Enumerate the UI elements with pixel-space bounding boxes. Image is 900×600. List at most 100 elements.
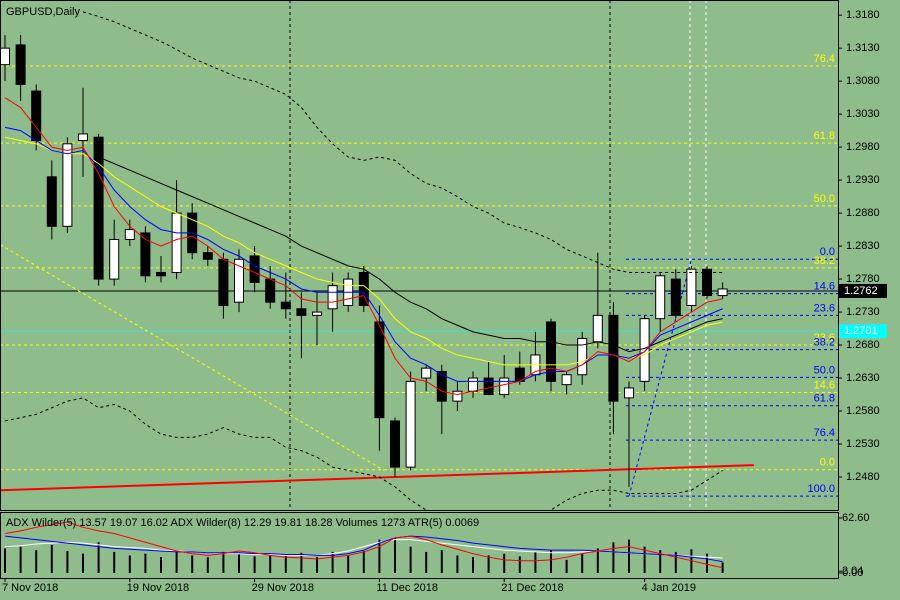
last-price-box bbox=[839, 283, 887, 298]
y-tick-label: 1.2680 bbox=[846, 339, 880, 351]
candle-body bbox=[655, 275, 666, 320]
y-tick-label: 1.3080 bbox=[846, 75, 880, 87]
last-price-label: 1.2762 bbox=[844, 285, 878, 297]
fib-label: 14.6 bbox=[814, 379, 835, 391]
y-tick-label: 1.3130 bbox=[846, 42, 880, 54]
candle-body bbox=[608, 314, 619, 402]
candle-body bbox=[62, 143, 73, 227]
candle-body bbox=[624, 387, 634, 399]
candle-body bbox=[639, 318, 650, 382]
candle-body bbox=[202, 252, 213, 260]
candle-body bbox=[31, 90, 42, 142]
y-tick-label: 1.2480 bbox=[846, 471, 880, 483]
x-tick-label: 29 Nov 2018 bbox=[252, 582, 314, 594]
indicator-line bbox=[4, 521, 723, 569]
fib-label: 61.8 bbox=[814, 393, 835, 405]
candle-body bbox=[46, 176, 57, 227]
candle-body bbox=[374, 321, 385, 419]
indicator-title: ADX Wilder(5) 13.57 19.07 16.02 ADX Wild… bbox=[6, 517, 479, 529]
candle-body bbox=[452, 390, 463, 402]
fib-label: 23.6 bbox=[814, 332, 835, 344]
candle-body bbox=[390, 420, 400, 468]
indicator-plot bbox=[4, 521, 724, 573]
candle-body bbox=[483, 377, 494, 396]
y-tick-label: 62.60 bbox=[842, 512, 870, 524]
y-tick-label: 1.3030 bbox=[846, 108, 880, 120]
candle-body bbox=[249, 255, 260, 283]
y-tick-label: 1.2780 bbox=[846, 273, 880, 285]
y-tick-label: 1.2730 bbox=[846, 306, 880, 318]
y-tick-label: 1.2630 bbox=[846, 372, 880, 384]
candle-body bbox=[702, 268, 712, 297]
trendline bbox=[0, 464, 754, 492]
fib-label: 0.0 bbox=[820, 457, 835, 469]
candle-body bbox=[421, 367, 432, 379]
candle-body bbox=[156, 271, 166, 277]
indicator-frame bbox=[0, 512, 839, 579]
candle-body bbox=[312, 311, 322, 316]
y-tick-label: 1.2930 bbox=[846, 174, 880, 186]
candle-body bbox=[546, 321, 556, 382]
chart-title: GBPUSD,Daily bbox=[6, 6, 80, 18]
candle-body bbox=[561, 374, 572, 386]
y-tick-label: 1.2580 bbox=[846, 405, 880, 417]
candle-body bbox=[109, 238, 120, 280]
y-tick-label: 1.2830 bbox=[846, 240, 880, 252]
candle-body bbox=[296, 308, 307, 316]
fib-label: 0.0 bbox=[820, 246, 835, 258]
fib-label: 14.6 bbox=[814, 281, 835, 293]
fib-label: 38.2 bbox=[814, 337, 835, 349]
fib-label: 23.6 bbox=[814, 302, 835, 314]
candle-body bbox=[124, 229, 135, 240]
candle-body bbox=[171, 212, 182, 273]
fib-label: 76.4 bbox=[814, 53, 835, 65]
y-tick-label: 1.2530 bbox=[846, 438, 880, 450]
candle-body bbox=[670, 278, 681, 316]
x-tick-label: 21 Dec 2018 bbox=[501, 582, 563, 594]
x-tick-label: 11 Dec 2018 bbox=[376, 582, 438, 594]
candle-body bbox=[265, 278, 276, 303]
trendline bbox=[628, 259, 692, 497]
candle-body bbox=[436, 370, 447, 402]
y-tick-label: 0.00 bbox=[842, 567, 863, 579]
moving-average bbox=[4, 397, 723, 510]
candle-body bbox=[0, 47, 10, 66]
fib-label: 38.2 bbox=[814, 255, 835, 267]
main-frame bbox=[0, 0, 839, 511]
x-tick-label: 7 Nov 2018 bbox=[2, 582, 58, 594]
y-tick-label: 1.2980 bbox=[846, 141, 880, 153]
candle-body bbox=[93, 136, 104, 280]
x-tick-label: 4 Jan 2019 bbox=[642, 582, 696, 594]
candle-body bbox=[499, 377, 510, 396]
trendline bbox=[0, 244, 385, 471]
candle-body bbox=[686, 268, 697, 306]
candle-body bbox=[327, 285, 338, 310]
candle-body bbox=[280, 301, 291, 310]
marker-price-box bbox=[839, 324, 887, 339]
moving-average bbox=[82, 11, 723, 273]
y-tick-label: 1.3180 bbox=[846, 9, 880, 21]
candle-body bbox=[577, 337, 588, 376]
candle-body bbox=[592, 314, 603, 343]
candle-body bbox=[468, 377, 478, 392]
moving-average bbox=[4, 97, 723, 396]
y-tick-label: 1.2880 bbox=[846, 207, 880, 219]
fib-label: 100.0 bbox=[807, 483, 835, 495]
y-tick-label: 2.04 bbox=[842, 565, 863, 577]
candle-body bbox=[78, 133, 88, 142]
marker-price-label: 1.2701 bbox=[844, 325, 878, 337]
candle-body bbox=[234, 258, 244, 303]
candle-body bbox=[717, 288, 728, 297]
main-plot bbox=[0, 0, 838, 510]
candle-body bbox=[218, 258, 229, 306]
candle-body bbox=[140, 232, 151, 277]
candle-body bbox=[15, 44, 26, 85]
fib-label: 61.8 bbox=[814, 130, 835, 142]
moving-average bbox=[4, 126, 723, 382]
fib-label: 50.0 bbox=[814, 364, 835, 376]
candle-body bbox=[405, 380, 416, 468]
fib-label: 76.4 bbox=[814, 427, 835, 439]
